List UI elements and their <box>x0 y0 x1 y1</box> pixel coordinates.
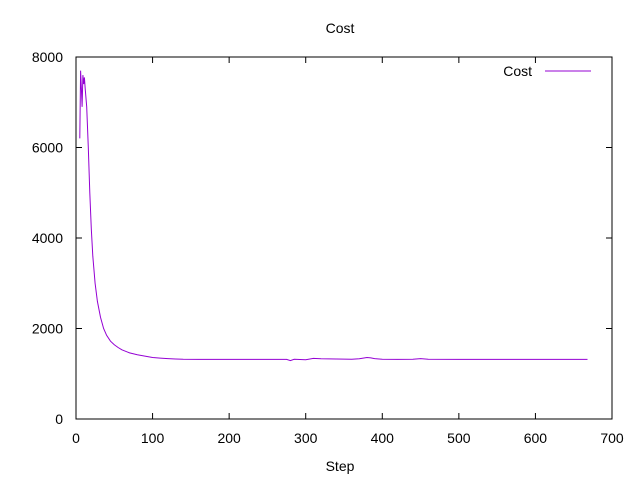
x-tick-label: 700 <box>600 430 624 446</box>
x-tick-label: 300 <box>294 430 318 446</box>
x-tick-label: 200 <box>217 430 241 446</box>
x-tick-label: 100 <box>141 430 165 446</box>
ticks-layer: 0 100 200 300 400 500 600 700 0 2000 4000 6000 8000 <box>32 49 624 446</box>
plot-frame <box>75 56 613 420</box>
series-line-cost <box>79 70 588 362</box>
y-tick-label: 0 <box>55 411 63 427</box>
y-tick-label: 4000 <box>32 230 63 246</box>
chart-title: Cost <box>326 20 355 36</box>
x-tick-label: 400 <box>371 430 395 446</box>
x-tick-label: 500 <box>447 430 471 446</box>
legend: Cost <box>503 63 591 79</box>
x-axis-label: Step <box>326 458 355 474</box>
y-tick-label: 2000 <box>32 321 63 337</box>
series-layer <box>79 70 588 362</box>
y-tick-label: 8000 <box>32 49 63 65</box>
x-tick-label: 0 <box>72 430 80 446</box>
y-tick-label: 6000 <box>32 140 63 156</box>
legend-label: Cost <box>503 63 532 79</box>
x-tick-label: 600 <box>524 430 548 446</box>
